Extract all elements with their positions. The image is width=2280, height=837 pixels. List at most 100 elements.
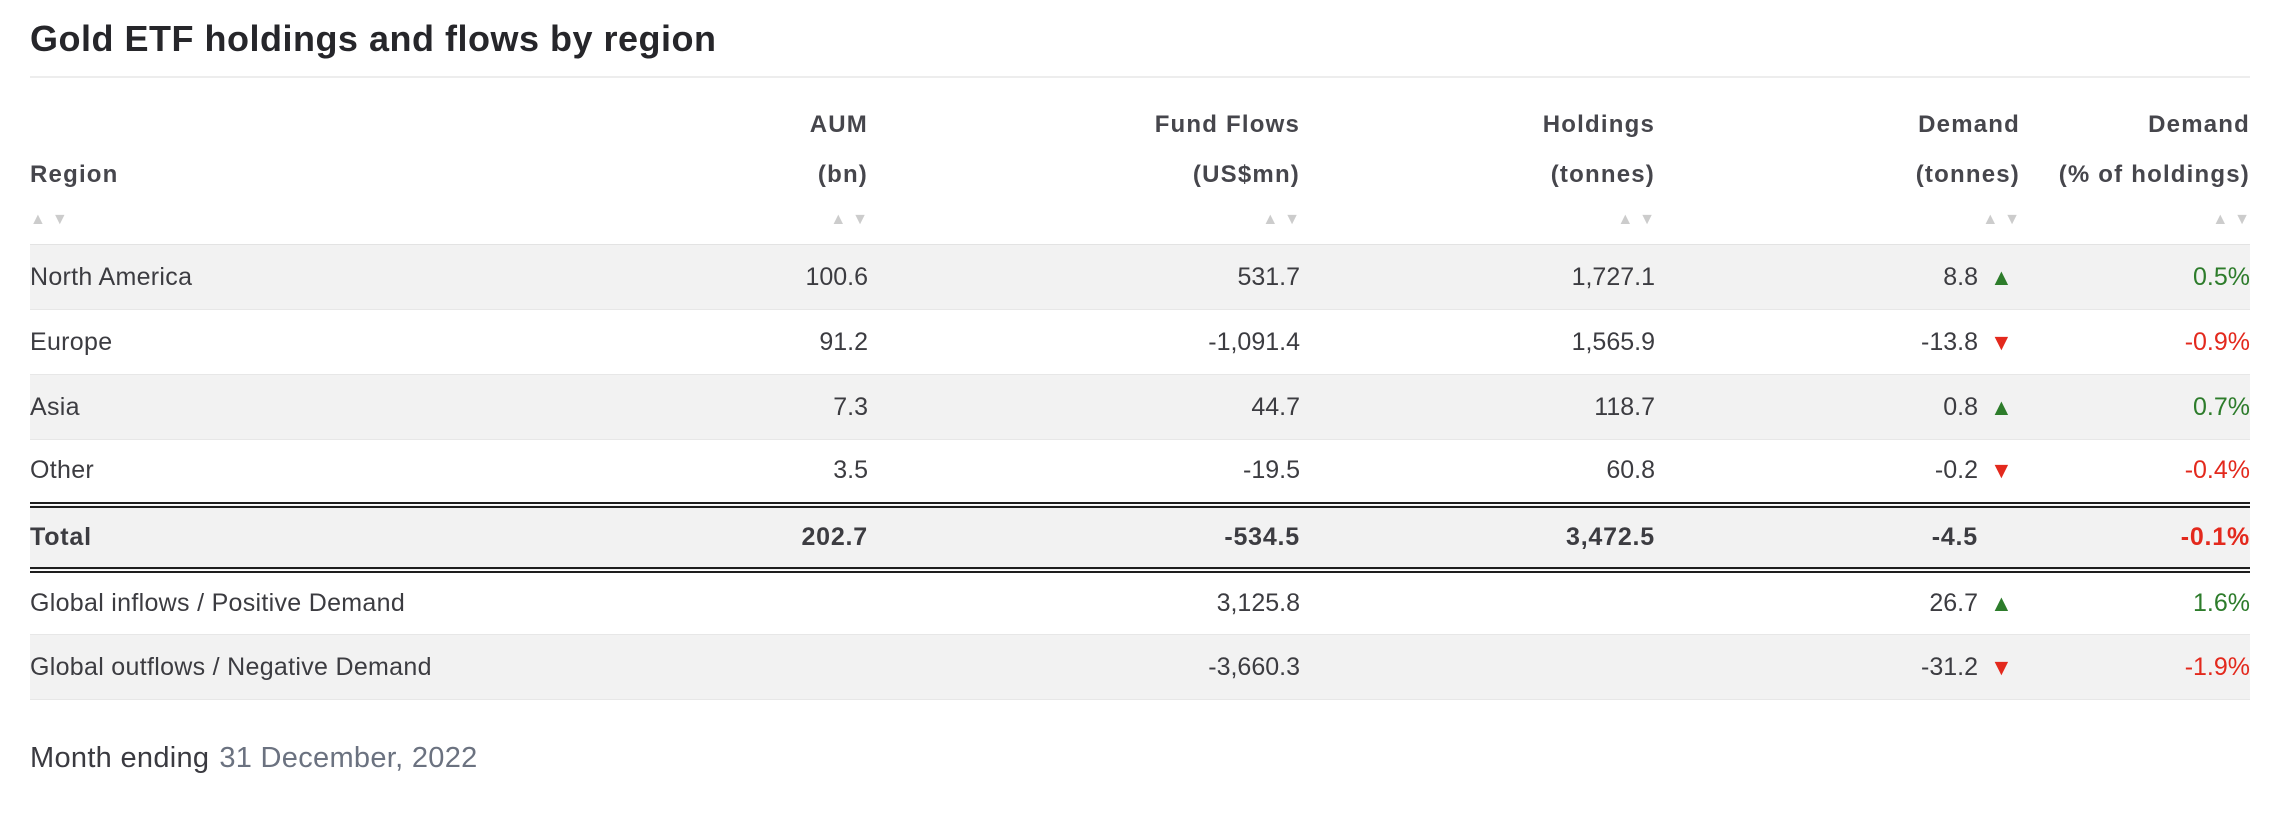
column-label-line2: (US$mn) [1192, 161, 1300, 188]
cell-holdings: 60.8 [1606, 456, 1655, 485]
sort-asc-icon[interactable]: ▲ [30, 211, 46, 228]
column-label-line2: (tonnes) [1915, 161, 2020, 188]
sort-desc-icon[interactable]: ▼ [2004, 211, 2020, 228]
sort-control-holdings[interactable]: ▲ ▼ [1300, 208, 1655, 232]
sort-asc-icon[interactable]: ▲ [1982, 211, 1999, 228]
trend-up-icon: ▲ [1990, 263, 2013, 290]
demand-value: 26.7 [1929, 588, 1978, 617]
cell-region: Total [30, 522, 92, 551]
sort-control-aum[interactable]: ▲ ▼ [590, 208, 868, 232]
demand-value: -0.2 [1934, 456, 1978, 485]
footer-prefix: Month ending [30, 742, 210, 774]
cell-region: Other [30, 456, 95, 485]
cell-region: Asia [30, 392, 80, 421]
sort-desc-icon[interactable]: ▼ [2234, 211, 2250, 228]
cell-holdings: 1,727.1 [1571, 262, 1655, 291]
sort-asc-icon[interactable]: ▲ [1617, 211, 1634, 228]
cell-region: North America [30, 262, 193, 291]
page-title: Gold ETF holdings and flows by region [30, 10, 2250, 78]
table-row-europe: Europe 91.2 -1,091.4 1,565.9 -13.8 ▼ -0.9… [30, 309, 2250, 375]
table-row-other: Other 3.5 -19.5 60.8 -0.2 ▼ -0.4% [30, 439, 2250, 505]
cell-region: Global inflows / Positive Demand [30, 588, 406, 617]
demand-value: -13.8 [1921, 327, 1978, 356]
sort-desc-icon[interactable]: ▼ [1639, 211, 1655, 228]
demand-pct-value: -0.1% [2180, 522, 2250, 551]
column-label-line1: Fund Flows [1154, 111, 1300, 138]
sort-asc-icon[interactable]: ▲ [2212, 211, 2229, 228]
cell-demand-tonnes: -31.2 ▼ [1655, 635, 2020, 700]
column-header-demand-pct: Demand (% of holdings) ▲ ▼ [2020, 78, 2250, 245]
trend-up-icon: ▲ [1990, 589, 2013, 616]
cell-aum: 91.2 [819, 327, 868, 356]
table-row-total: Total 202.7 -534.5 3,472.5 -4.5 -0.1% [30, 504, 2250, 570]
column-header-fund-flows: Fund Flows (US$mn) ▲ ▼ [868, 78, 1300, 245]
demand-value: 0.8 [1943, 392, 1978, 421]
cell-demand-pct: -0.4% [2020, 440, 2250, 505]
cell-fund-flows: -3,660.3 [1208, 652, 1300, 681]
table-row-north-america: North America 100.6 531.7 1,727.1 8.8 ▲ 0… [30, 244, 2250, 310]
cell-fund-flows: -1,091.4 [1208, 327, 1300, 356]
cell-holdings: 118.7 [1594, 392, 1655, 421]
trend-down-icon: ▼ [1990, 653, 2013, 680]
sort-desc-icon[interactable]: ▼ [852, 211, 868, 228]
cell-demand-tonnes: -4.5 [1655, 505, 2020, 570]
footer-date: 31 December, 2022 [219, 742, 478, 774]
column-label-line2: (tonnes) [1550, 161, 1655, 188]
trend-down-icon: ▼ [1990, 457, 2013, 484]
cell-aum [590, 635, 868, 700]
sort-desc-icon[interactable]: ▼ [1284, 211, 1300, 228]
cell-region: Global outflows / Negative Demand [30, 652, 432, 681]
demand-value: -4.5 [1931, 522, 1978, 551]
cell-fund-flows: 44.7 [1251, 392, 1300, 421]
cell-aum: 202.7 [801, 522, 868, 551]
cell-demand-pct: 0.5% [2020, 245, 2250, 310]
page-container: Gold ETF holdings and flows by region Re… [30, 10, 2250, 775]
table-row-asia: Asia 7.3 44.7 118.7 0.8 ▲ 0.7% [30, 374, 2250, 440]
demand-pct-value: -0.4% [2184, 456, 2250, 485]
column-header-aum: AUM (bn) ▲ ▼ [590, 78, 868, 245]
trend-down-icon: ▼ [1990, 328, 2013, 355]
column-label-line1: Demand [2148, 111, 2250, 138]
cell-holdings [1300, 635, 1655, 700]
column-header-holdings: Holdings (tonnes) ▲ ▼ [1300, 78, 1655, 245]
demand-pct-value: -0.9% [2184, 327, 2250, 356]
column-label-line1: Demand [1918, 111, 2020, 138]
demand-pct-value: -1.9% [2184, 652, 2250, 681]
column-label-line2: (% of holdings) [2058, 161, 2250, 188]
column-header-demand-tonnes: Demand (tonnes) ▲ ▼ [1655, 78, 2020, 245]
cell-region: Europe [30, 327, 113, 356]
cell-aum: 7.3 [833, 392, 868, 421]
column-header-region: Region ▲ ▼ [30, 78, 590, 245]
cell-aum: 3.5 [833, 456, 868, 485]
demand-value: 8.8 [1943, 262, 1978, 291]
cell-demand-pct: -0.9% [2020, 310, 2250, 375]
sort-control-region[interactable]: ▲ ▼ [30, 208, 590, 232]
cell-demand-pct: -1.9% [2020, 635, 2250, 700]
demand-pct-value: 0.5% [2193, 262, 2250, 291]
cell-aum [590, 570, 868, 635]
footer-note: Month ending 31 December, 2022 [30, 742, 2250, 775]
table-row-global-inflows: Global inflows / Positive Demand 3,125.8… [30, 569, 2250, 635]
cell-fund-flows: 3,125.8 [1216, 588, 1300, 617]
cell-demand-tonnes: 26.7 ▲ [1655, 570, 2020, 635]
sort-control-demand-tonnes[interactable]: ▲ ▼ [1655, 208, 2020, 232]
sort-desc-icon[interactable]: ▼ [51, 211, 68, 228]
sort-control-fund-flows[interactable]: ▲ ▼ [868, 208, 1300, 232]
sort-asc-icon[interactable]: ▲ [1262, 211, 1279, 228]
column-label: Region [30, 161, 119, 188]
cell-fund-flows: -19.5 [1243, 456, 1300, 485]
gold-etf-table: Region ▲ ▼ AUM (bn) ▲ ▼ Fund Flows [30, 78, 2250, 700]
cell-fund-flows: 531.7 [1237, 262, 1300, 291]
cell-holdings: 1,565.9 [1571, 327, 1655, 356]
cell-demand-tonnes: 8.8 ▲ [1655, 245, 2020, 310]
sort-asc-icon[interactable]: ▲ [830, 211, 847, 228]
demand-value: -31.2 [1921, 652, 1978, 681]
cell-demand-pct: 1.6% [2020, 570, 2250, 635]
cell-demand-pct: -0.1% [2020, 505, 2250, 570]
trend-up-icon: ▲ [1990, 393, 2013, 420]
cell-aum: 100.6 [805, 262, 868, 291]
column-label-line1 [30, 100, 590, 150]
column-label-line2: (bn) [817, 161, 868, 188]
sort-control-demand-pct[interactable]: ▲ ▼ [2020, 208, 2250, 232]
table-header-row: Region ▲ ▼ AUM (bn) ▲ ▼ Fund Flows [30, 78, 2250, 245]
